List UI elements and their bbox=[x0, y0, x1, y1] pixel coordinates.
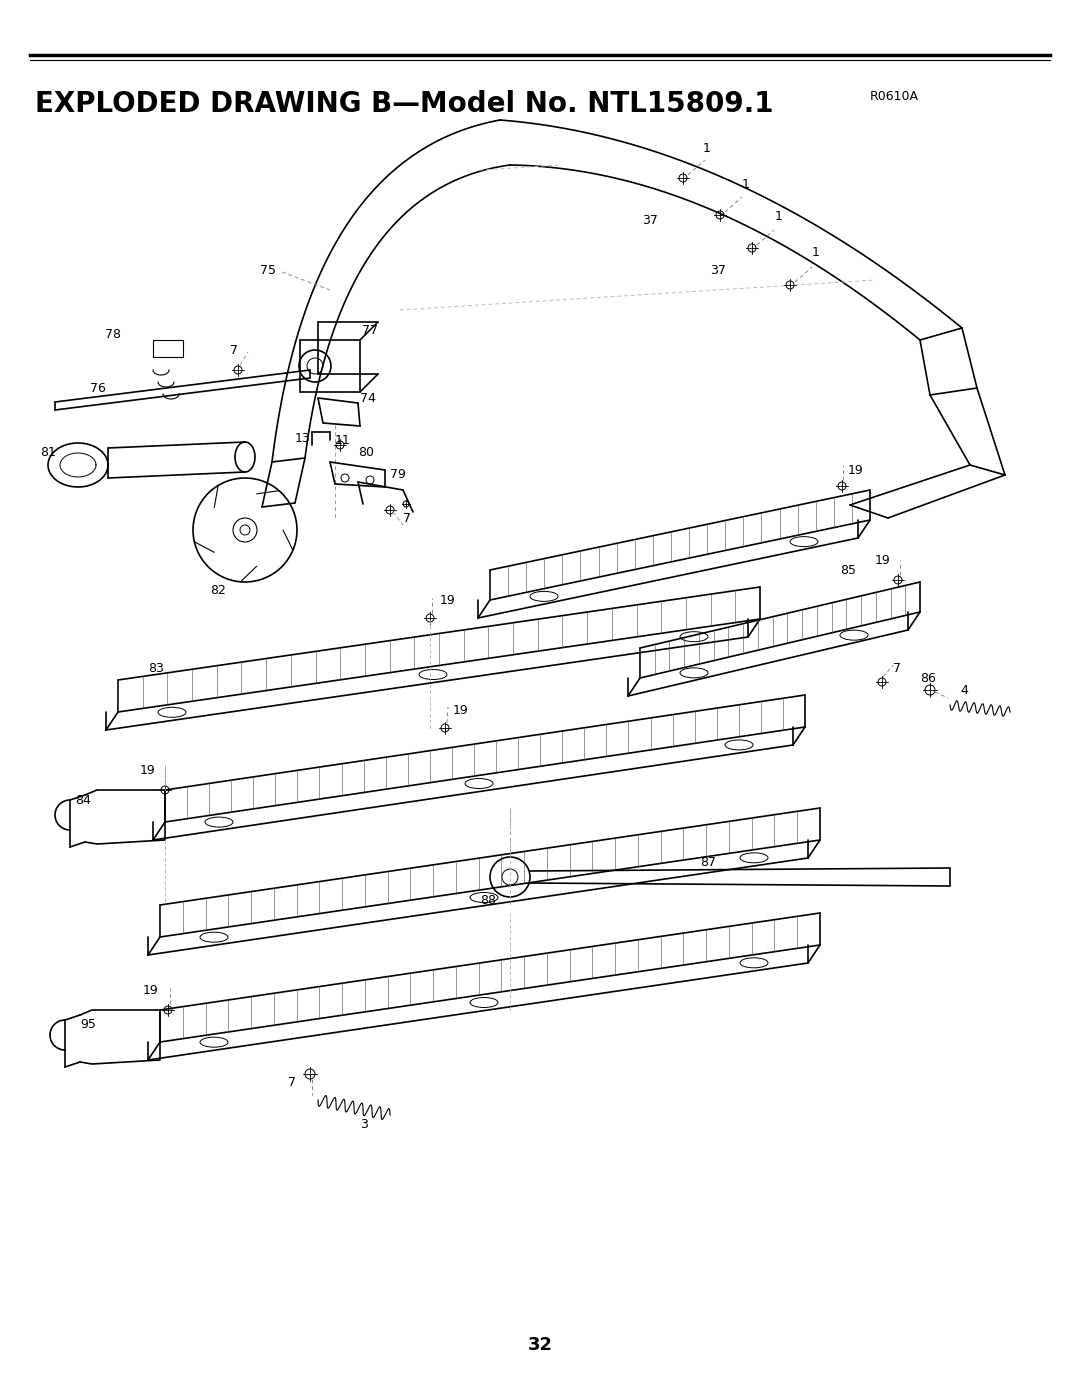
Text: 7: 7 bbox=[403, 511, 411, 524]
Text: 84: 84 bbox=[75, 793, 91, 806]
Text: 87: 87 bbox=[700, 855, 716, 869]
Text: 11: 11 bbox=[335, 433, 351, 447]
Text: 76: 76 bbox=[90, 381, 106, 394]
Text: 74: 74 bbox=[360, 391, 376, 405]
Text: 19: 19 bbox=[143, 983, 159, 996]
Text: R0610A: R0610A bbox=[870, 89, 919, 103]
Text: 79: 79 bbox=[390, 468, 406, 482]
Text: EXPLODED DRAWING B—Model No. NTL15809.1: EXPLODED DRAWING B—Model No. NTL15809.1 bbox=[35, 89, 773, 117]
Text: 37: 37 bbox=[642, 214, 658, 226]
Text: 7: 7 bbox=[893, 662, 901, 675]
Text: 4: 4 bbox=[960, 683, 968, 697]
Text: 19: 19 bbox=[875, 553, 891, 567]
Text: 1: 1 bbox=[742, 179, 750, 191]
Text: 19: 19 bbox=[140, 764, 156, 777]
Text: 88: 88 bbox=[480, 894, 496, 907]
Text: 1: 1 bbox=[775, 210, 783, 222]
Text: 19: 19 bbox=[440, 594, 456, 606]
Text: 1: 1 bbox=[812, 246, 820, 260]
Text: 95: 95 bbox=[80, 1018, 96, 1031]
Text: 81: 81 bbox=[40, 447, 56, 460]
Text: 1: 1 bbox=[703, 141, 711, 155]
Text: 19: 19 bbox=[848, 464, 864, 476]
Text: 77: 77 bbox=[362, 324, 378, 337]
Text: 13: 13 bbox=[295, 432, 311, 444]
Text: 82: 82 bbox=[210, 584, 226, 597]
Text: 37: 37 bbox=[710, 264, 726, 277]
Text: 78: 78 bbox=[105, 328, 121, 341]
Text: 7: 7 bbox=[230, 344, 238, 356]
Text: 7: 7 bbox=[288, 1076, 296, 1088]
Text: 19: 19 bbox=[453, 704, 469, 717]
Text: 75: 75 bbox=[260, 264, 276, 277]
Text: 3: 3 bbox=[360, 1119, 368, 1132]
Text: 83: 83 bbox=[148, 662, 164, 675]
Bar bbox=[300, 339, 360, 393]
Text: 32: 32 bbox=[527, 1336, 553, 1354]
Text: 86: 86 bbox=[920, 672, 936, 685]
Text: 85: 85 bbox=[840, 563, 856, 577]
Text: 80: 80 bbox=[357, 446, 374, 458]
